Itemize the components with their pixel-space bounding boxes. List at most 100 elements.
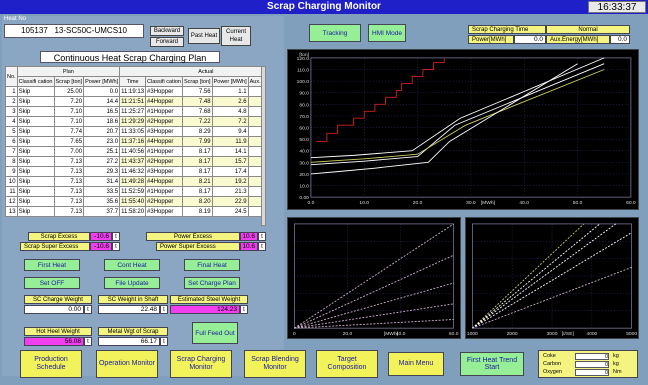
- trend-value: 0: [575, 361, 609, 368]
- heat-number: 105137: [21, 26, 48, 35]
- table-cell: 0.0: [247, 96, 261, 107]
- col-header: Scrap [ton]: [53, 76, 85, 87]
- table-cell: 11.9: [211, 136, 249, 147]
- series-line: [316, 57, 445, 142]
- plan-table: No. Plan Actual Classifi cation Scrap [to…: [5, 66, 261, 217]
- table-cell: 11:58:20: [119, 206, 147, 217]
- table-cell: 14.4: [83, 96, 121, 107]
- table-cell: 5: [5, 126, 18, 137]
- x-tick-label: 4000: [586, 331, 597, 337]
- table-cell: 8.29: [181, 126, 213, 137]
- table-cell: 8.17: [181, 146, 213, 157]
- table-cell: 11:21:51: [119, 96, 147, 107]
- power-super-excess-value: 10.6: [240, 242, 258, 251]
- heat-no-label: Heat No: [4, 16, 27, 22]
- table-cell: 19.2: [211, 176, 249, 187]
- trend-unit: kg: [613, 353, 619, 359]
- current-heat-button[interactable]: Current Heat: [221, 26, 251, 46]
- table-cell: 7.13: [53, 156, 85, 167]
- set-off-button[interactable]: Set OFF: [24, 277, 80, 289]
- first-heat-button[interactable]: First Heat: [24, 259, 80, 271]
- estimated-steel-weight-value: 124.23: [170, 305, 240, 314]
- plan-table-scrollbar[interactable]: [261, 66, 266, 226]
- main-menu-button[interactable]: Main Menu: [388, 352, 444, 376]
- table-cell: 22.9: [211, 196, 249, 207]
- table-cell: #1Hopper: [145, 106, 183, 117]
- table-cell: 0.0: [247, 116, 261, 127]
- col-header: Scrap [ton]: [181, 76, 213, 87]
- trend-value: 0: [575, 353, 609, 360]
- first-heat-trend-start-button[interactable]: First Heat Trend Start: [460, 352, 524, 376]
- series-line: [294, 303, 454, 329]
- table-cell: 14.1: [211, 146, 249, 157]
- table-cell: 11:43:37: [119, 156, 147, 167]
- trend-values-panel: Coke 0 kg Carbon 0 kg Oxygen 0 Nm: [538, 350, 638, 378]
- full-feed-out-button[interactable]: Full Feed Out: [192, 322, 238, 344]
- table-cell: Skip: [16, 176, 55, 187]
- table-cell: 7.13: [53, 206, 85, 217]
- col-header: Power [MWh]: [211, 76, 249, 87]
- file-update-button[interactable]: File Update: [104, 277, 160, 289]
- table-row[interactable]: 10Skip7.1331.411:49:28#4Hopper8.2119.20.…: [5, 176, 261, 187]
- y-tick-label: 110.0: [297, 67, 309, 73]
- y-tick-label: 90.0: [299, 91, 309, 97]
- table-cell: 15.7: [211, 156, 249, 167]
- scrap-excess-label: Scrap Excess: [28, 232, 90, 241]
- table-cell: #1Hopper: [145, 146, 183, 157]
- plan-table-container[interactable]: No. Plan Actual Classifi cation Scrap [to…: [5, 66, 261, 226]
- col-header: Classifi cation: [145, 76, 183, 87]
- y-tick-label: 20.0: [299, 172, 309, 178]
- table-cell: Skip: [16, 106, 55, 117]
- series-line: [294, 223, 454, 329]
- scrap-blending-monitor-button[interactable]: Scrap Blending Monitor: [244, 350, 306, 378]
- forward-button[interactable]: Forward: [150, 37, 184, 47]
- table-cell: 0.0: [247, 196, 261, 207]
- final-heat-button[interactable]: Final Heat: [184, 259, 240, 271]
- power-excess-unit: t: [258, 232, 266, 241]
- y-tick-label: 100.0: [297, 79, 310, 85]
- table-cell: 7.48: [181, 96, 213, 107]
- tracking-button[interactable]: Tracking: [309, 24, 361, 42]
- target-composition-button[interactable]: Target Composition: [316, 350, 378, 378]
- table-cell: Skip: [16, 86, 55, 97]
- scrap-charging-monitor-button[interactable]: Scrap Charging Monitor: [170, 350, 232, 378]
- table-cell: 9.4: [211, 126, 249, 137]
- table-row[interactable]: 12Skip7.1335.611:55:40#2Hopper8.2022.90.…: [5, 196, 261, 207]
- trend-name: Oxygen: [543, 369, 562, 375]
- series-line: [472, 266, 632, 329]
- trend-unit: kg: [613, 361, 619, 367]
- backward-button[interactable]: Backward: [150, 26, 184, 36]
- set-charge-plan-button[interactable]: Set Charge Plan: [184, 277, 240, 289]
- past-heat-button[interactable]: Past Heat: [188, 28, 220, 44]
- table-cell: 0.0: [247, 166, 261, 177]
- group-plan: Plan: [16, 66, 121, 77]
- y-tick-label: 120.0: [297, 56, 310, 62]
- table-cell: 29.3: [83, 166, 121, 177]
- table-cell: 7.00: [53, 146, 85, 157]
- table-cell: Skip: [16, 126, 55, 137]
- operation-monitor-button[interactable]: Operation Monitor: [96, 350, 158, 378]
- table-row[interactable]: 11Skip7.1333.511:52:59#1Hopper8.1721.30.…: [5, 186, 261, 197]
- hmi-mode-button[interactable]: HMI Mode: [368, 24, 406, 42]
- trend-name: Carbon: [543, 361, 562, 367]
- table-cell: 8.19: [181, 206, 213, 217]
- power-super-excess-unit: t: [258, 242, 266, 251]
- cont-heat-button[interactable]: Cont Heat: [104, 259, 160, 271]
- table-cell: 11:52:59: [119, 186, 147, 197]
- production-schedule-button[interactable]: Production Schedule: [20, 350, 82, 378]
- y-tick-label: 60.0: [299, 126, 309, 132]
- table-cell: 7.56: [181, 86, 213, 97]
- table-cell: 23.0: [83, 136, 121, 147]
- table-row[interactable]: 13Skip7.1337.711:58:20#3Hopper8.1924.50.…: [5, 206, 261, 217]
- trend-name: Coke: [543, 353, 556, 359]
- x-tick-label: 10.0: [359, 200, 369, 206]
